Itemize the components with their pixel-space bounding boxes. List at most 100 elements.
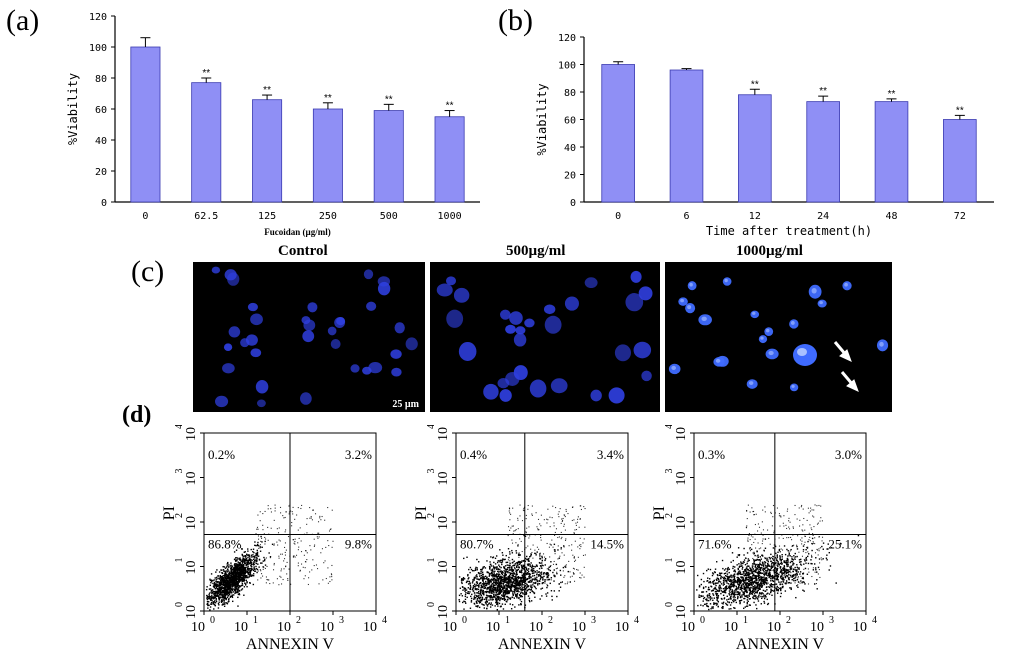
event-dot: [218, 571, 221, 573]
event-dot: [477, 590, 480, 593]
event-dot: [256, 552, 259, 554]
event-dot: [499, 582, 501, 584]
event-dot: [552, 571, 554, 574]
event-dot: [502, 593, 505, 595]
event-dot: [786, 571, 789, 574]
event-dot: [237, 573, 240, 576]
event-dot: [286, 573, 288, 575]
event-dot: [765, 579, 767, 582]
event-dot: [249, 562, 251, 565]
event-dot: [485, 582, 488, 585]
event-dot: [490, 569, 492, 571]
event-dot: [246, 581, 248, 583]
event-dot: [741, 596, 743, 598]
event-dot: [228, 582, 230, 585]
event-dot: [206, 601, 209, 603]
event-dot: [783, 579, 785, 581]
event-dot: [773, 563, 775, 566]
event-dot: [513, 592, 516, 594]
event-dot: [530, 600, 533, 602]
event-dot: [256, 526, 259, 528]
event-dot: [563, 525, 565, 527]
event-dot: [520, 570, 523, 572]
event-dot: [461, 579, 463, 581]
event-dot: [811, 543, 814, 545]
event-dot: [258, 566, 260, 568]
y-axis-label: %Viability: [66, 73, 80, 145]
event-dot: [517, 545, 519, 547]
event-dot: [325, 577, 327, 580]
event-dot: [504, 590, 506, 593]
event-dot: [509, 562, 511, 564]
event-dot: [237, 582, 239, 584]
event-dot: [747, 583, 750, 585]
event-dot: [464, 590, 466, 592]
event-dot: [509, 529, 511, 531]
event-dot: [225, 579, 228, 581]
event-dot: [485, 584, 487, 586]
event-dot: [764, 570, 767, 572]
event-dot: [708, 608, 710, 611]
event-dot: [516, 566, 518, 568]
event-dot: [464, 598, 467, 601]
event-dot: [743, 582, 745, 584]
event-dot: [537, 529, 539, 531]
event-dot: [210, 591, 212, 593]
event-dot: [507, 584, 509, 587]
event-dot: [482, 576, 484, 579]
event-dot: [472, 585, 475, 587]
event-dot: [792, 568, 795, 570]
event-dot: [464, 587, 467, 590]
event-dot: [564, 566, 566, 568]
event-dot: [731, 552, 734, 554]
event-dot: [291, 525, 293, 527]
event-dot: [534, 577, 536, 580]
event-dot: [755, 576, 757, 578]
event-dot: [500, 597, 502, 600]
event-dot: [732, 599, 734, 602]
event-dot: [486, 591, 488, 593]
event-dot: [489, 594, 492, 597]
event-dot: [504, 572, 506, 575]
event-dot: [584, 554, 586, 556]
event-dot: [484, 582, 487, 585]
event-dot: [509, 603, 511, 605]
event-dot: [540, 525, 542, 527]
event-dot: [225, 566, 228, 568]
bar: [738, 94, 772, 203]
event-dot: [527, 545, 529, 547]
event-dot: [319, 517, 321, 519]
event-dot: [787, 572, 789, 574]
event-dot: [225, 574, 227, 576]
micrograph-title-500: 500µg/ml: [506, 243, 566, 259]
event-dot: [539, 555, 541, 557]
event-dot: [756, 568, 758, 570]
event-dot: [796, 566, 799, 569]
event-dot: [500, 581, 502, 583]
event-dot: [723, 597, 726, 599]
event-dot: [247, 548, 249, 550]
event-dot: [256, 557, 258, 560]
event-dot: [492, 583, 495, 585]
event-dot: [733, 585, 735, 587]
event-dot: [234, 567, 236, 570]
event-dot: [264, 536, 266, 539]
event-dot: [239, 578, 241, 581]
event-dot: [729, 591, 731, 594]
event-dot: [251, 559, 253, 562]
event-dot: [518, 563, 521, 566]
event-dot: [787, 570, 789, 572]
event-dot: [722, 594, 725, 597]
event-dot: [556, 595, 558, 598]
event-dot: [748, 580, 750, 582]
event-dot: [533, 567, 535, 570]
event-dot: [496, 587, 499, 590]
event-dot: [810, 562, 812, 565]
event-dot: [260, 535, 262, 538]
event-dot: [580, 544, 582, 546]
event-dot: [267, 505, 269, 507]
cell-nucleus: [564, 296, 579, 311]
event-dot: [240, 565, 243, 568]
event-dot: [498, 584, 501, 586]
